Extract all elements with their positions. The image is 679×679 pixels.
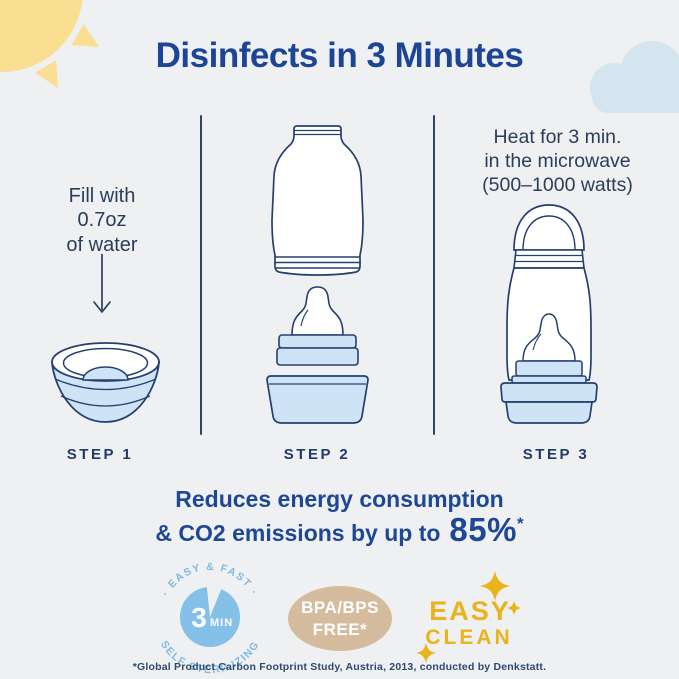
claim-value: 85% (449, 511, 517, 548)
step3-line3: (500–1000 watts) (482, 173, 633, 196)
claim-line1: Reduces energy consumption (175, 486, 504, 512)
easy-clean-badge: EASY CLEAN (412, 566, 552, 666)
bpa-free-badge: BPA/BPS FREE* (288, 586, 392, 651)
step3-line1: Heat for 3 min. (493, 126, 622, 148)
arrow-down-icon (93, 254, 111, 313)
sun-icon (0, 0, 99, 88)
step2-label: STEP 2 (283, 446, 351, 463)
easy-clean-word2: CLEAN (425, 626, 513, 649)
step3-line2: in the microwave (484, 149, 631, 172)
step3-label: STEP 3 (522, 446, 590, 463)
clock-wedge-icon (206, 586, 222, 617)
claim-line2: & CO2 emissions by up to 85% * (0, 511, 679, 549)
footnote: *Global Product Carbon Footprint Study, … (132, 661, 547, 673)
badge-number: 3 (191, 602, 207, 633)
bpa-line1: BPA/BPS (301, 598, 379, 618)
self-sterilizing-badge: 3 MIN · EASY & FAST · SELF STERILIZING (158, 561, 261, 676)
step1-line3: of water (66, 233, 138, 256)
badge-unit: MIN (210, 617, 233, 629)
disassembled-bottle-illustration (266, 125, 369, 424)
step3-instruction: Heat for 3 min. in the microwave (500–10… (436, 126, 679, 197)
sparkle-icon (416, 571, 521, 663)
step1-line2: 0.7oz (77, 209, 127, 232)
step1-line1: Fill with (68, 185, 136, 207)
claim-footnote-marker: * (516, 514, 524, 533)
assembled-bottle-illustration (500, 204, 598, 424)
cloud-icon (590, 41, 679, 113)
bpa-line2: FREE* (312, 619, 368, 639)
page-title: Disinfects in 3 Minutes (155, 36, 524, 75)
step1-label: STEP 1 (66, 446, 134, 463)
step1-instruction: Fill with 0.7oz of water (10, 184, 194, 257)
claim-line2-text: & CO2 emissions by up to (155, 520, 441, 546)
sterilizer-bowl-illustration (51, 342, 160, 423)
column-divider (433, 115, 435, 435)
column-divider (200, 115, 202, 435)
easy-clean-word1: EASY (429, 596, 511, 626)
